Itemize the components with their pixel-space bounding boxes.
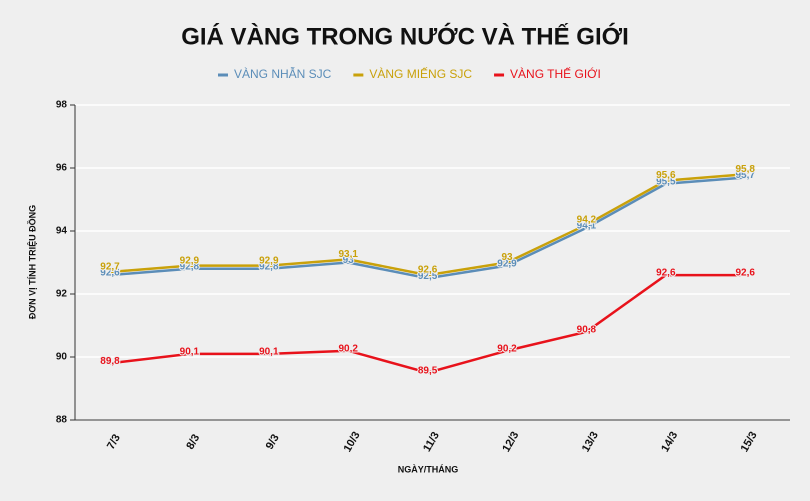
data-label: 92,9 <box>180 255 200 266</box>
data-label: 94,1 <box>577 220 597 231</box>
legend-label: VÀNG NHẪN SJC <box>234 66 332 81</box>
data-label: 90,8 <box>577 324 597 335</box>
x-tick-label: 12/3 <box>500 430 521 455</box>
x-tick-label: 11/3 <box>421 430 442 454</box>
data-label: 95,8 <box>735 164 755 175</box>
data-label: 92,8 <box>180 261 200 272</box>
x-tick-label: 8/3 <box>184 432 202 451</box>
data-label: 90,2 <box>497 343 517 354</box>
data-label: 92,6 <box>100 268 120 279</box>
series-line <box>109 273 746 375</box>
series-line <box>109 176 746 280</box>
data-label: 94,2 <box>577 214 597 225</box>
data-label: 92,7 <box>100 262 120 273</box>
legend-label: VÀNG MIẾNG SJC <box>369 66 472 81</box>
data-label: 90,1 <box>180 346 200 357</box>
data-label: 89,5 <box>418 365 438 376</box>
y-tick-label: 98 <box>56 100 68 111</box>
x-tick-label: 7/3 <box>105 432 123 451</box>
y-tick-label: 96 <box>56 163 68 174</box>
y-tick-label: 88 <box>56 415 68 426</box>
data-label: 95,7 <box>735 170 755 181</box>
data-label: 92,6 <box>735 268 755 279</box>
data-label: 92,9 <box>259 255 279 266</box>
data-label: 95,6 <box>656 170 676 181</box>
data-label: 90,2 <box>338 343 358 354</box>
x-tick-label: 10/3 <box>342 430 363 455</box>
data-label: 93,1 <box>338 249 358 260</box>
data-label: 89,8 <box>100 356 120 367</box>
x-tick-label: 13/3 <box>580 430 601 455</box>
data-label: 92,9 <box>497 258 517 269</box>
data-label: 92,6 <box>656 268 676 279</box>
x-tick-label: 15/3 <box>739 430 760 455</box>
series-line <box>109 173 746 277</box>
x-axis-label: NGÀY/THÁNG <box>398 464 459 474</box>
y-tick-label: 90 <box>56 352 68 363</box>
data-label: 92,8 <box>259 261 279 272</box>
chart-title: GIÁ VÀNG TRONG NƯỚC VÀ THẾ GIỚI <box>181 22 629 50</box>
legend-label: VÀNG THẾ GIỚI <box>510 66 601 81</box>
data-label: 92,5 <box>418 271 438 282</box>
y-tick-label: 92 <box>56 289 68 300</box>
x-tick-label: 14/3 <box>659 430 680 455</box>
data-label: 92,6 <box>418 265 438 276</box>
y-axis-label: ĐƠN VỊ TÍNH TRIỆU ĐỒNG <box>26 205 37 319</box>
data-label: 90,1 <box>259 346 279 357</box>
x-tick-label: 9/3 <box>264 432 282 451</box>
legend: VÀNG NHẪN SJC VÀNG MIẾNG SJC VÀNG THẾ GIỚI <box>218 66 601 81</box>
y-tick-label: 94 <box>56 226 68 237</box>
data-label: 93 <box>501 252 513 263</box>
data-label: 95,5 <box>656 176 676 187</box>
data-label: 93 <box>343 255 355 266</box>
